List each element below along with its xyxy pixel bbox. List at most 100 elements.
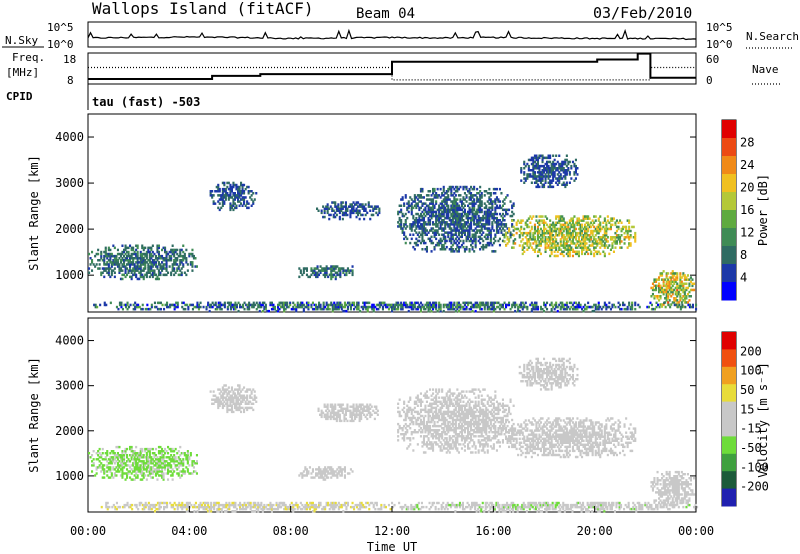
heatmap-cell [495,229,498,232]
heatmap-cell [240,183,243,187]
heatmap-cell [594,240,597,243]
heatmap-cell [463,303,466,307]
heatmap-cell [364,209,367,212]
heatmap-cell [526,234,529,237]
heatmap-cell [177,254,180,258]
heatmap-cell [170,466,173,469]
heatmap-cell [162,478,165,481]
heatmap-cell [293,307,296,311]
heatmap-cell [104,267,107,270]
heatmap-cell [164,462,167,465]
heatmap-cell [612,236,615,239]
heatmap-cell [182,263,185,266]
heatmap-cell [579,229,582,233]
heatmap-cell [432,214,435,218]
heatmap-cell [665,282,668,285]
heatmap-cell [401,229,404,232]
heatmap-cell [625,307,628,311]
heatmap-cell [561,303,564,307]
heatmap-cell [555,240,558,243]
heatmap-cell [107,252,110,256]
heatmap-cell [454,237,457,241]
heatmap-cell [671,280,674,283]
heatmap-cell [101,452,104,455]
heatmap-cell [567,225,570,229]
heatmap-cell [447,204,450,207]
heatmap-cell [183,257,186,260]
heatmap-cell [588,244,591,247]
heatmap-cell [521,301,524,305]
heatmap-cell [547,181,550,184]
heatmap-cell [567,305,570,309]
heatmap-cell [148,472,151,475]
heatmap-cell [509,233,512,236]
heatmap-cell [232,398,235,401]
heatmap-cell [333,470,336,473]
heatmap-cell [232,194,235,197]
heatmap-cell [270,307,273,311]
heatmap-cell [479,196,482,199]
heatmap-cell [397,301,400,305]
heatmap-cell [473,198,476,201]
heatmap-cell [665,286,668,290]
heatmap-cell [533,236,536,239]
heatmap-cell [421,235,424,239]
heatmap-cell [665,292,668,296]
heatmap-cell [311,307,314,311]
heatmap-cell [467,235,470,239]
heatmap-cell [570,223,573,227]
heatmap-cell [400,227,403,230]
heatmap-cell [244,390,247,393]
heatmap-cell [561,177,564,180]
heatmap-cell [555,223,558,227]
heatmap-cell [497,225,500,228]
heatmap-cell [338,405,341,408]
heatmap-cell [524,177,527,180]
heatmap-cell [147,470,150,473]
heatmap-cell [217,406,220,410]
heatmap-cell [409,223,412,226]
heatmap-cell [576,305,579,309]
heatmap-cell [98,267,101,270]
heatmap-cell [470,185,473,189]
heatmap-cell [109,466,112,469]
heatmap-cell [436,241,439,245]
heatmap-cell [468,192,471,195]
heatmap-cell [177,450,180,453]
heatmap-cell [176,301,179,305]
heatmap-cell [223,190,226,193]
heatmap-cell [135,305,138,309]
heatmap-cell [351,273,354,277]
heatmap-cell [488,221,491,224]
heatmap-cell [332,209,335,212]
heatmap-cell [582,234,585,237]
heatmap-cell [470,208,473,212]
heatmap-cell [418,239,421,243]
heatmap-cell [619,242,622,245]
heatmap-cell [110,474,113,477]
heatmap-cell [611,244,614,247]
heatmap-cell [691,278,694,281]
heatmap-cell [429,210,432,214]
heatmap-cell [249,388,252,391]
heatmap-cell [106,450,109,453]
freq-unit-label: [MHz] [6,66,39,79]
heatmap-cell [471,202,474,205]
heatmap-cell [577,217,580,220]
heatmap-cell [682,284,685,288]
heatmap-cell [651,288,654,292]
heatmap-cell [192,470,195,473]
heatmap-cell [196,303,199,307]
heatmap-cell [454,190,457,193]
heatmap-cell [577,303,580,307]
heatmap-cell [492,212,495,216]
heatmap-cell [506,242,509,245]
heatmap-cell [327,472,330,475]
heatmap-cell [124,248,127,252]
heatmap-cell [549,254,552,258]
heatmap-cell [612,217,615,220]
heatmap-cell [668,299,671,302]
heatmap-cell [244,204,247,207]
heatmap-cell [186,458,189,461]
heatmap-cell [489,231,492,234]
